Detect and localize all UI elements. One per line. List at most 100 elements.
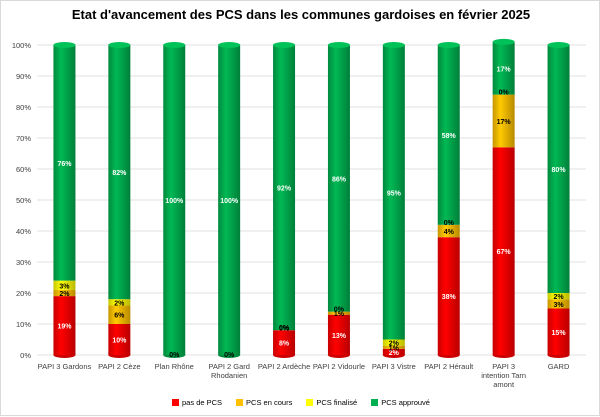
bar-segment bbox=[273, 45, 296, 331]
bar-segment bbox=[53, 289, 76, 297]
bar-segment bbox=[547, 45, 570, 293]
data-label: 86% bbox=[332, 176, 347, 183]
legend-label: PCS en cours bbox=[246, 398, 293, 407]
bar-top-cap bbox=[273, 42, 296, 48]
data-label: 82% bbox=[112, 170, 127, 177]
bar-top-cap bbox=[108, 42, 131, 48]
x-category-label: PAPI 2 Ardèche bbox=[258, 362, 310, 371]
legend-entry-pcs-approuve: PCS approuvé bbox=[371, 398, 430, 407]
data-label: 100% bbox=[165, 198, 184, 205]
bar-segment bbox=[437, 237, 460, 355]
data-label: 8% bbox=[279, 341, 290, 348]
data-label: 6% bbox=[114, 313, 125, 320]
data-label: 17% bbox=[497, 119, 512, 126]
data-label: 1% bbox=[389, 345, 400, 352]
data-label: 0% bbox=[334, 307, 345, 314]
data-label: 19% bbox=[57, 324, 72, 331]
bar-top-cap bbox=[382, 42, 405, 48]
bar-segment bbox=[273, 330, 296, 355]
x-category-label: Rhodanien bbox=[211, 371, 247, 380]
bar-segment bbox=[53, 296, 76, 355]
bar-segment bbox=[327, 311, 350, 315]
data-label: 4% bbox=[444, 229, 455, 236]
x-category-label: PAPI 2 Gard bbox=[208, 362, 250, 371]
legend-entry-pcs-finalise: PCS finalisé bbox=[306, 398, 357, 407]
bar-segment bbox=[382, 348, 405, 355]
y-tick-label: 60% bbox=[16, 165, 31, 174]
legend-label: pas de PCS bbox=[182, 398, 223, 407]
data-label: 2% bbox=[389, 350, 400, 357]
bar-segment bbox=[492, 147, 515, 355]
data-label: 2% bbox=[553, 294, 564, 301]
y-tick-label: 100% bbox=[12, 41, 32, 50]
bar-segment bbox=[108, 45, 131, 300]
y-tick-label: 70% bbox=[16, 134, 31, 143]
bar-segment bbox=[53, 280, 76, 290]
data-label: 17% bbox=[497, 66, 512, 73]
y-tick-label: 30% bbox=[16, 258, 31, 267]
y-tick-label: 50% bbox=[16, 196, 31, 205]
data-label: 100% bbox=[220, 198, 239, 205]
bar-segment bbox=[108, 324, 131, 355]
x-category-label: PAPI 3 bbox=[492, 362, 515, 371]
bar-top-cap bbox=[492, 38, 515, 45]
y-tick-label: 20% bbox=[16, 289, 31, 298]
data-label: 13% bbox=[332, 333, 347, 340]
x-category-label: PAPI 2 Hérault bbox=[424, 362, 474, 371]
data-label: 38% bbox=[442, 294, 457, 301]
bar-segment bbox=[327, 314, 350, 355]
data-label: 0% bbox=[444, 220, 455, 227]
bar-segment bbox=[53, 45, 76, 281]
bar-segment bbox=[382, 345, 405, 349]
x-category-label: intention Tarn bbox=[481, 371, 526, 380]
data-label: 15% bbox=[552, 330, 567, 337]
y-tick-label: 80% bbox=[16, 103, 31, 112]
x-category-label: PAPI 3 Gardons bbox=[38, 362, 92, 371]
data-label: 95% bbox=[387, 190, 402, 197]
bar-segment bbox=[437, 224, 460, 238]
data-label: 3% bbox=[553, 302, 564, 309]
x-category-label: GARD bbox=[548, 362, 570, 371]
bar-segment bbox=[382, 45, 405, 340]
bar-segment bbox=[327, 45, 350, 312]
bar-top-cap bbox=[547, 42, 570, 48]
y-tick-label: 90% bbox=[16, 72, 31, 81]
bar-segment bbox=[218, 45, 241, 355]
bar-segment bbox=[547, 299, 570, 309]
data-label: 76% bbox=[57, 161, 72, 168]
bar-segment bbox=[492, 94, 515, 148]
y-tick-label: 40% bbox=[16, 227, 31, 236]
bar-top-cap bbox=[437, 42, 460, 48]
bar-top-cap bbox=[327, 42, 350, 48]
data-label: 10% bbox=[112, 338, 127, 345]
bar-segment bbox=[492, 41, 515, 95]
data-label: 80% bbox=[552, 167, 567, 174]
data-label: 0% bbox=[169, 352, 180, 359]
x-category-label: amont bbox=[493, 380, 515, 389]
bar-top-cap bbox=[163, 42, 186, 48]
data-label: 2% bbox=[59, 291, 70, 298]
bar-segment bbox=[437, 45, 460, 225]
data-label: 67% bbox=[497, 249, 512, 256]
bar-segment bbox=[547, 308, 570, 355]
data-label: 0% bbox=[279, 326, 290, 333]
legend-label: PCS finalisé bbox=[316, 398, 358, 407]
bar-segment bbox=[108, 305, 131, 324]
legend: pas de PCS PCS en cours PCS finalisé PCS… bbox=[1, 398, 600, 407]
y-tick-label: 0% bbox=[20, 351, 31, 360]
data-label: 3% bbox=[59, 283, 70, 290]
data-label: 0% bbox=[499, 90, 510, 97]
legend-swatch bbox=[371, 399, 379, 406]
bar-top-cap bbox=[218, 42, 241, 48]
legend-label: PCS approuvé bbox=[381, 398, 430, 407]
x-category-label: Plan Rhône bbox=[155, 362, 194, 371]
data-label: 58% bbox=[442, 133, 457, 140]
data-label: 2% bbox=[114, 300, 125, 307]
data-label: 92% bbox=[277, 186, 292, 193]
data-label: 2% bbox=[389, 341, 400, 348]
data-label: 0% bbox=[279, 325, 290, 332]
bar-segment bbox=[547, 293, 570, 300]
bar-top-cap bbox=[53, 42, 76, 48]
data-label: 0% bbox=[224, 352, 235, 359]
